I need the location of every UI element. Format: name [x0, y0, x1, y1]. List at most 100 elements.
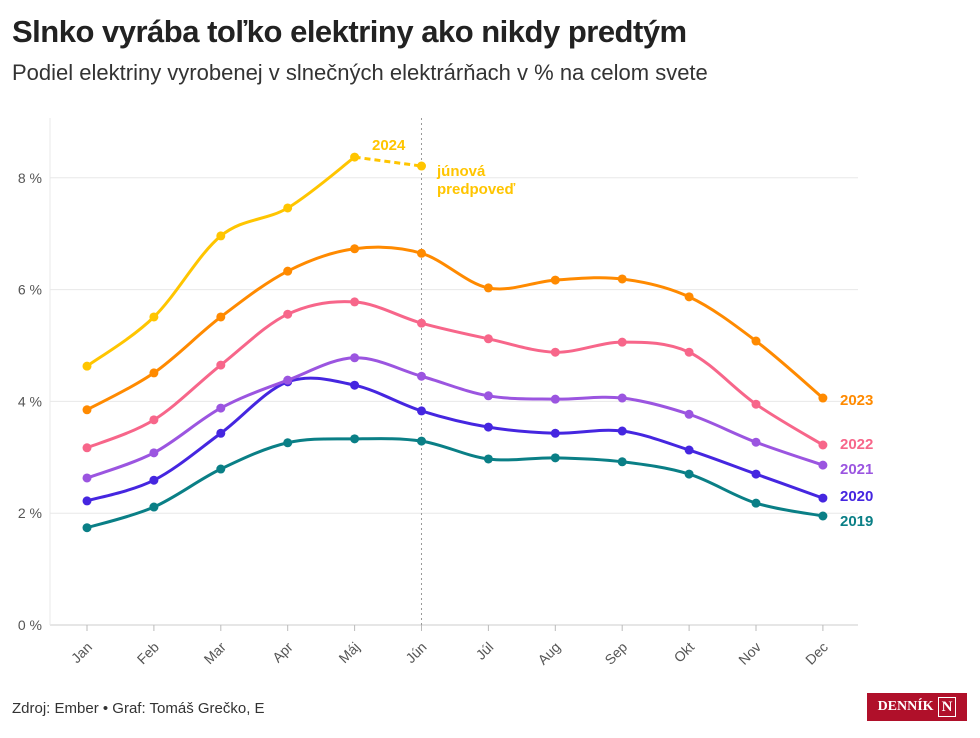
data-point-2019 [751, 498, 761, 508]
data-point-2019 [617, 457, 627, 467]
data-point-2020 [82, 496, 92, 506]
logo-text: DENNÍK [877, 699, 934, 714]
data-point-2020 [350, 380, 360, 390]
x-tick-label: Apr [269, 639, 296, 666]
series-line-2022 [86, 300, 824, 450]
data-point-2019 [149, 502, 159, 512]
x-tick-label: Nov [735, 639, 764, 668]
series-line-2023 [86, 245, 824, 412]
data-point-2020 [149, 475, 159, 485]
data-point-2024 [149, 312, 159, 322]
y-tick-label: 0 % [18, 617, 42, 633]
x-tick-label: Jan [68, 639, 95, 666]
series-label-2019: 2019 [840, 513, 873, 530]
data-point-2022 [483, 334, 493, 344]
data-point-2022 [417, 318, 426, 328]
data-point-2022 [216, 360, 226, 370]
data-point-2023 [216, 312, 226, 322]
x-tick-label: Mar [201, 639, 230, 668]
data-point-2019 [818, 511, 828, 521]
data-point-2024 [82, 361, 92, 371]
data-point-2019 [550, 453, 560, 463]
data-point-2022 [149, 415, 159, 425]
data-point-2020 [818, 493, 828, 503]
series-line-2019 [86, 437, 824, 530]
data-point-2022 [818, 440, 828, 450]
data-point-2022 [751, 399, 761, 409]
x-tick-label: Máj [335, 639, 362, 666]
data-point-2020 [483, 422, 493, 432]
series-label-2023: 2023 [840, 392, 873, 409]
series-label-2020: 2020 [840, 488, 873, 505]
data-point-2021 [417, 371, 426, 381]
source-credit: Zdroj: Ember • Graf: Tomáš Grečko, E [12, 700, 265, 717]
chart-title: Slnko vyrába toľko elektriny ako nikdy p… [12, 14, 687, 49]
data-point-2022 [283, 309, 293, 319]
data-point-2021 [617, 393, 627, 403]
dennik-n-logo: DENNÍK N [867, 693, 967, 721]
data-point-2019 [283, 438, 293, 448]
y-tick-label: 6 % [18, 282, 42, 298]
x-tick-label: Aug [534, 639, 563, 668]
series-label-2021: 2021 [840, 461, 873, 478]
data-point-2022 [350, 297, 360, 307]
data-point-2019 [82, 523, 92, 533]
data-point-2023 [149, 368, 159, 378]
data-point-2021 [550, 394, 560, 404]
data-point-2022 [550, 347, 560, 357]
forecast-label: júnová predpoveď [436, 163, 516, 198]
forecast-line [354, 155, 422, 168]
data-point-2022 [684, 347, 694, 357]
data-point-2023 [751, 336, 761, 346]
data-point-2023 [684, 292, 694, 302]
x-tick-label: Sep [601, 639, 630, 668]
data-point-2022 [82, 443, 92, 453]
data-point-2021 [751, 437, 761, 447]
data-point-2020 [417, 406, 426, 416]
data-point-2021 [283, 375, 293, 385]
data-point-2021 [684, 409, 694, 419]
data-point-2019 [684, 469, 694, 479]
data-point-2023 [483, 283, 493, 293]
data-point-2021 [483, 391, 493, 401]
data-point-2023 [283, 266, 293, 276]
chart-subtitle: Podiel elektriny vyrobenej v slnečných e… [12, 60, 708, 85]
series-line-2021 [86, 356, 824, 480]
data-point-2021 [149, 448, 159, 458]
data-point-2023 [617, 274, 627, 284]
x-tick-label: Okt [671, 639, 698, 666]
data-point-2019 [417, 436, 426, 446]
data-point-2021 [216, 403, 226, 413]
data-point-2024 [216, 231, 226, 241]
data-point-2019 [483, 454, 493, 464]
y-tick-label: 2 % [18, 505, 42, 521]
data-point-2019 [350, 434, 360, 444]
x-tick-label: Dec [802, 639, 831, 668]
data-point-2020 [617, 426, 627, 436]
data-point-2023 [417, 248, 426, 258]
y-tick-label: 8 % [18, 170, 42, 186]
data-point-2020 [550, 428, 560, 438]
x-tick-label: Jún [402, 639, 429, 666]
y-tick-label: 4 % [18, 393, 42, 409]
series-label-2024: 2024 [372, 137, 406, 154]
forecast-point [417, 161, 426, 171]
data-point-2019 [216, 464, 226, 474]
data-point-2020 [216, 428, 226, 438]
data-point-2021 [350, 353, 360, 363]
series-label-2022: 2022 [840, 436, 873, 453]
series-line-2024 [86, 155, 356, 368]
data-point-2023 [350, 244, 360, 254]
data-point-2024 [283, 203, 293, 213]
x-tick-label: Júl [473, 639, 497, 663]
data-point-2021 [82, 473, 92, 483]
data-point-2023 [550, 275, 560, 285]
data-point-2023 [818, 393, 828, 403]
data-point-2023 [82, 405, 92, 415]
data-point-2022 [617, 337, 627, 347]
data-point-2021 [818, 460, 828, 470]
x-tick-label: Feb [134, 639, 163, 668]
data-point-2020 [684, 445, 694, 455]
logo-mark: N [937, 697, 957, 717]
